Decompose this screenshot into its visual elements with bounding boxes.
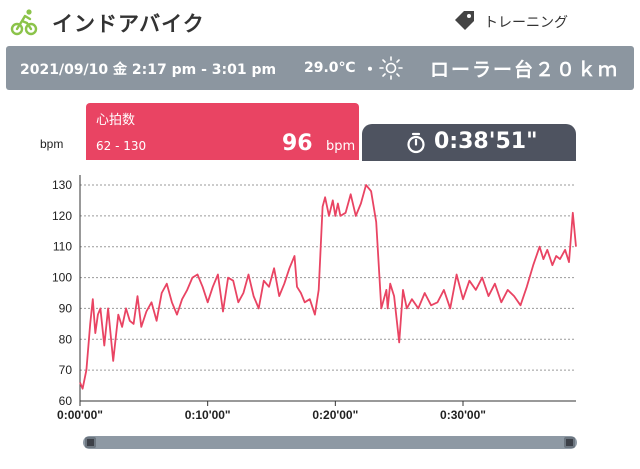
session-info-bar: 2021/09/10 金 2:17 pm - 3:01 pm 29.0℃ ・ ロ… — [6, 46, 634, 90]
heart-rate-series-line — [79, 184, 577, 390]
chart-y-tick-label: 60 — [59, 394, 73, 408]
temperature-value: 29.0℃ — [304, 60, 356, 76]
elapsed-time-value: 0:38'51" — [434, 129, 538, 154]
tag-icon[interactable] — [452, 8, 478, 34]
chart-y-tick-label: 70 — [59, 363, 73, 377]
sun-icon — [379, 56, 403, 80]
session-date-range: 2021/09/10 金 2:17 pm - 3:01 pm — [20, 62, 277, 78]
elapsed-time-card: 0:38'51" — [362, 124, 576, 161]
heart-rate-title: 心拍数 — [96, 113, 136, 128]
stopwatch-icon — [407, 132, 425, 154]
chart-y-axis-label: bpm — [40, 137, 63, 151]
heart-rate-range: 62 - 130 — [96, 139, 147, 153]
chart-x-tick-label: 0:10'00" — [185, 408, 231, 422]
range-end-handle[interactable] — [564, 437, 575, 448]
heart-rate-value: 96 — [282, 131, 313, 156]
app-title: インドアバイク — [52, 12, 205, 36]
chart-y-tick-label: 90 — [59, 301, 73, 315]
chart-x-tick-label: 0:30'00" — [440, 408, 486, 422]
heart-rate-unit: bpm — [326, 139, 356, 154]
course-name: ローラー台２０ｋｍ — [430, 59, 620, 81]
chart-y-tick-label: 80 — [59, 332, 73, 346]
chart-x-tick-label: 0:20'00" — [312, 408, 358, 422]
chart-y-tick-label: 100 — [52, 271, 72, 285]
chart-y-tick-label: 120 — [52, 209, 72, 223]
app-header: インドアバイク トレーニング — [0, 0, 640, 44]
training-link[interactable]: トレーニング — [484, 15, 568, 31]
heart-rate-chart: bpm 60 70 80 90 100 110 120 130 0:00'00" 0:10'00… — [40, 137, 577, 422]
chart-y-tick-label: 130 — [52, 178, 72, 192]
time-range-scrollbar[interactable] — [83, 436, 577, 449]
range-start-handle[interactable] — [85, 437, 96, 448]
chart-y-tick-label: 110 — [53, 240, 72, 254]
cycling-icon — [10, 9, 38, 36]
chart-x-tick-label: 0:00'00" — [57, 408, 103, 422]
info-separator: ・ — [362, 60, 379, 79]
heart-rate-card: 心拍数 62 - 130 96 bpm — [86, 103, 359, 160]
